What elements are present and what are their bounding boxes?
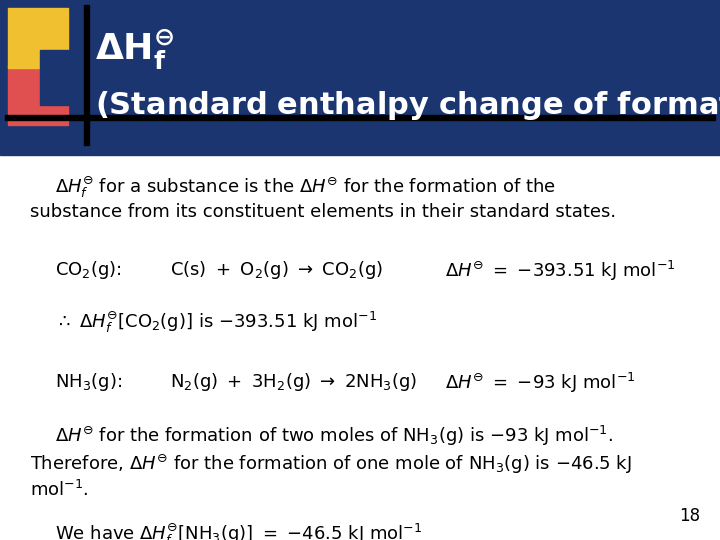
Bar: [8, 65, 68, 125]
Text: $\therefore\ \Delta H^{\ominus}_{f}[\mathrm{CO_2(g)}]\ \mathrm{is}\ {-}393.51\ \: $\therefore\ \Delta H^{\ominus}_{f}[\mat…: [55, 309, 377, 335]
Text: $\mathrm{C(s)\ +\ O_2(g)\ \rightarrow\ CO_2(g)}$: $\mathrm{C(s)\ +\ O_2(g)\ \rightarrow\ C…: [170, 259, 383, 281]
Text: $\bf{(Standard\ enthalpy\ change\ of\ formation)}$: $\bf{(Standard\ enthalpy\ change\ of\ fo…: [95, 89, 720, 122]
Bar: [5, 115, 715, 120]
Text: mol$^{-1}$.: mol$^{-1}$.: [30, 480, 89, 500]
Text: 18: 18: [679, 507, 700, 525]
Text: $\Delta H^{\ominus}_{f}$ for a substance is the $\Delta H^{\ominus}$ for the for: $\Delta H^{\ominus}_{f}$ for a substance…: [55, 175, 556, 200]
Text: $\bf{\Delta H^{\ominus}_{f}}$: $\bf{\Delta H^{\ominus}_{f}}$: [95, 28, 174, 72]
Bar: [8, 8, 68, 68]
Bar: [0, 0, 720, 155]
Text: $\Delta H^{\ominus}$ for the formation of two moles of $\mathrm{NH_3(g)}$ is $-$: $\Delta H^{\ominus}$ for the formation o…: [55, 424, 613, 448]
Text: $\Delta H^{\ominus}\ =\ {-}393.51\ \mathrm{kJ\ mol^{-1}}$: $\Delta H^{\ominus}\ =\ {-}393.51\ \math…: [445, 259, 675, 283]
Text: $\Delta H^{\ominus}\ =\ {-}93\ \mathrm{kJ\ mol^{-1}}$: $\Delta H^{\ominus}\ =\ {-}93\ \mathrm{k…: [445, 371, 636, 395]
Text: $\mathrm{CO_2(g)}$:: $\mathrm{CO_2(g)}$:: [55, 259, 122, 281]
Bar: [40, 50, 85, 105]
Text: Therefore, $\Delta H^{\ominus}$ for the formation of one mole of $\mathrm{NH_3(g: Therefore, $\Delta H^{\ominus}$ for the …: [30, 452, 631, 476]
Bar: [84, 5, 89, 145]
Text: We have $\Delta H^{\ominus}_{f}[\mathrm{NH_3(g)}]\ =\ {-}46.5\ \mathrm{kJ\ mol^{: We have $\Delta H^{\ominus}_{f}[\mathrm{…: [55, 522, 423, 540]
Text: $\mathrm{N_2(g)\ +\ 3H_2(g)\ \rightarrow\ 2NH_3(g)}$: $\mathrm{N_2(g)\ +\ 3H_2(g)\ \rightarrow…: [170, 371, 418, 393]
Text: substance from its constituent elements in their standard states.: substance from its constituent elements …: [30, 203, 616, 221]
Text: $\mathrm{NH_3(g)}$:: $\mathrm{NH_3(g)}$:: [55, 371, 122, 393]
